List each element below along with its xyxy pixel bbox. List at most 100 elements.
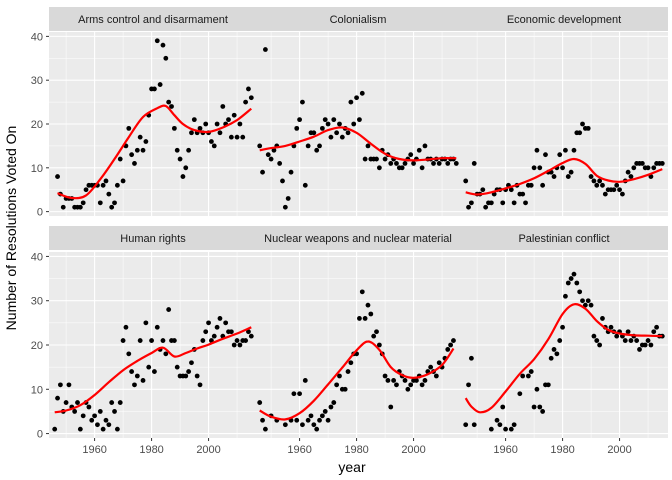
data-point <box>540 182 546 188</box>
data-point <box>126 351 132 357</box>
data-point <box>203 121 209 127</box>
data-point <box>214 121 220 127</box>
data-point <box>414 378 419 383</box>
data-point <box>277 161 283 166</box>
data-point <box>585 125 591 131</box>
data-point <box>334 382 340 388</box>
data-point <box>611 187 617 193</box>
data-point <box>83 187 89 193</box>
data-point <box>143 139 149 144</box>
data-point <box>560 324 565 330</box>
data-point <box>597 342 603 348</box>
data-point <box>157 82 163 87</box>
data-point <box>268 156 274 162</box>
y-tick-label: 30 <box>31 75 43 87</box>
data-point <box>305 417 311 423</box>
data-point <box>288 169 294 175</box>
data-point <box>608 324 614 330</box>
facet-panel: Arms control and disarmament <box>49 7 257 216</box>
data-point <box>163 351 169 357</box>
data-point <box>166 307 172 312</box>
y-tick-label: 30 <box>31 296 43 308</box>
data-point <box>394 382 399 388</box>
data-point <box>246 86 251 92</box>
data-point <box>169 104 174 109</box>
data-point <box>411 161 416 166</box>
data-point <box>160 42 166 48</box>
data-point <box>97 200 103 206</box>
data-point <box>617 187 622 193</box>
data-point <box>120 338 126 343</box>
data-point <box>565 174 571 179</box>
data-point <box>645 338 651 343</box>
data-point <box>234 134 240 140</box>
data-point <box>365 143 371 149</box>
data-point <box>63 400 69 405</box>
data-point <box>574 280 580 286</box>
data-point <box>543 152 548 158</box>
smooth-trend-line <box>465 157 663 196</box>
data-point <box>103 417 109 423</box>
x-tick-label: 1960 <box>287 444 311 456</box>
data-point <box>422 378 428 383</box>
data-point <box>399 165 405 171</box>
facet-panel: Economic development <box>460 7 668 216</box>
facet-title: Human rights <box>120 233 186 245</box>
data-point <box>80 413 86 419</box>
data-point <box>183 373 189 379</box>
facet-title: Colonialism <box>330 14 387 26</box>
data-point <box>100 426 106 432</box>
data-point <box>594 338 600 343</box>
data-point <box>628 338 634 343</box>
data-point <box>228 134 234 140</box>
data-point <box>92 413 97 419</box>
data-point <box>531 165 537 171</box>
data-point <box>55 395 60 401</box>
data-point <box>154 324 160 330</box>
data-point <box>174 147 180 153</box>
data-point <box>300 422 305 428</box>
data-point <box>75 400 80 405</box>
data-point <box>86 404 92 410</box>
data-point <box>534 147 540 153</box>
data-point <box>163 55 169 61</box>
y-axis-title: Number of Resolutions Voted On <box>3 126 19 331</box>
data-point <box>297 117 302 123</box>
data-point <box>419 165 425 171</box>
data-point <box>571 147 577 153</box>
data-point <box>117 156 123 162</box>
data-point <box>466 204 471 210</box>
data-point <box>351 121 357 127</box>
data-point <box>614 333 620 339</box>
data-point <box>563 293 568 299</box>
smooth-trend-line <box>57 104 252 200</box>
data-point <box>620 191 625 197</box>
data-point <box>371 333 377 339</box>
data-point <box>77 204 83 210</box>
data-point <box>294 125 300 131</box>
data-point <box>639 161 645 166</box>
facet-panel: Colonialism <box>254 7 462 216</box>
data-point <box>114 182 120 188</box>
data-point <box>651 329 657 335</box>
smooth-trend-line <box>259 126 457 162</box>
y-tick-label: 10 <box>31 163 43 175</box>
data-point <box>137 134 143 140</box>
data-point <box>511 422 517 428</box>
data-point <box>402 161 408 166</box>
data-point <box>551 174 557 179</box>
data-point <box>357 117 362 123</box>
data-point <box>560 165 565 171</box>
data-point <box>106 422 112 428</box>
data-point <box>317 143 322 149</box>
data-point <box>445 347 451 352</box>
data-point <box>408 382 414 388</box>
data-point <box>631 165 637 171</box>
data-point <box>600 316 605 321</box>
data-point <box>436 360 442 366</box>
data-point <box>334 130 340 136</box>
data-point <box>433 373 439 379</box>
data-point <box>246 329 251 335</box>
data-point <box>448 342 454 348</box>
